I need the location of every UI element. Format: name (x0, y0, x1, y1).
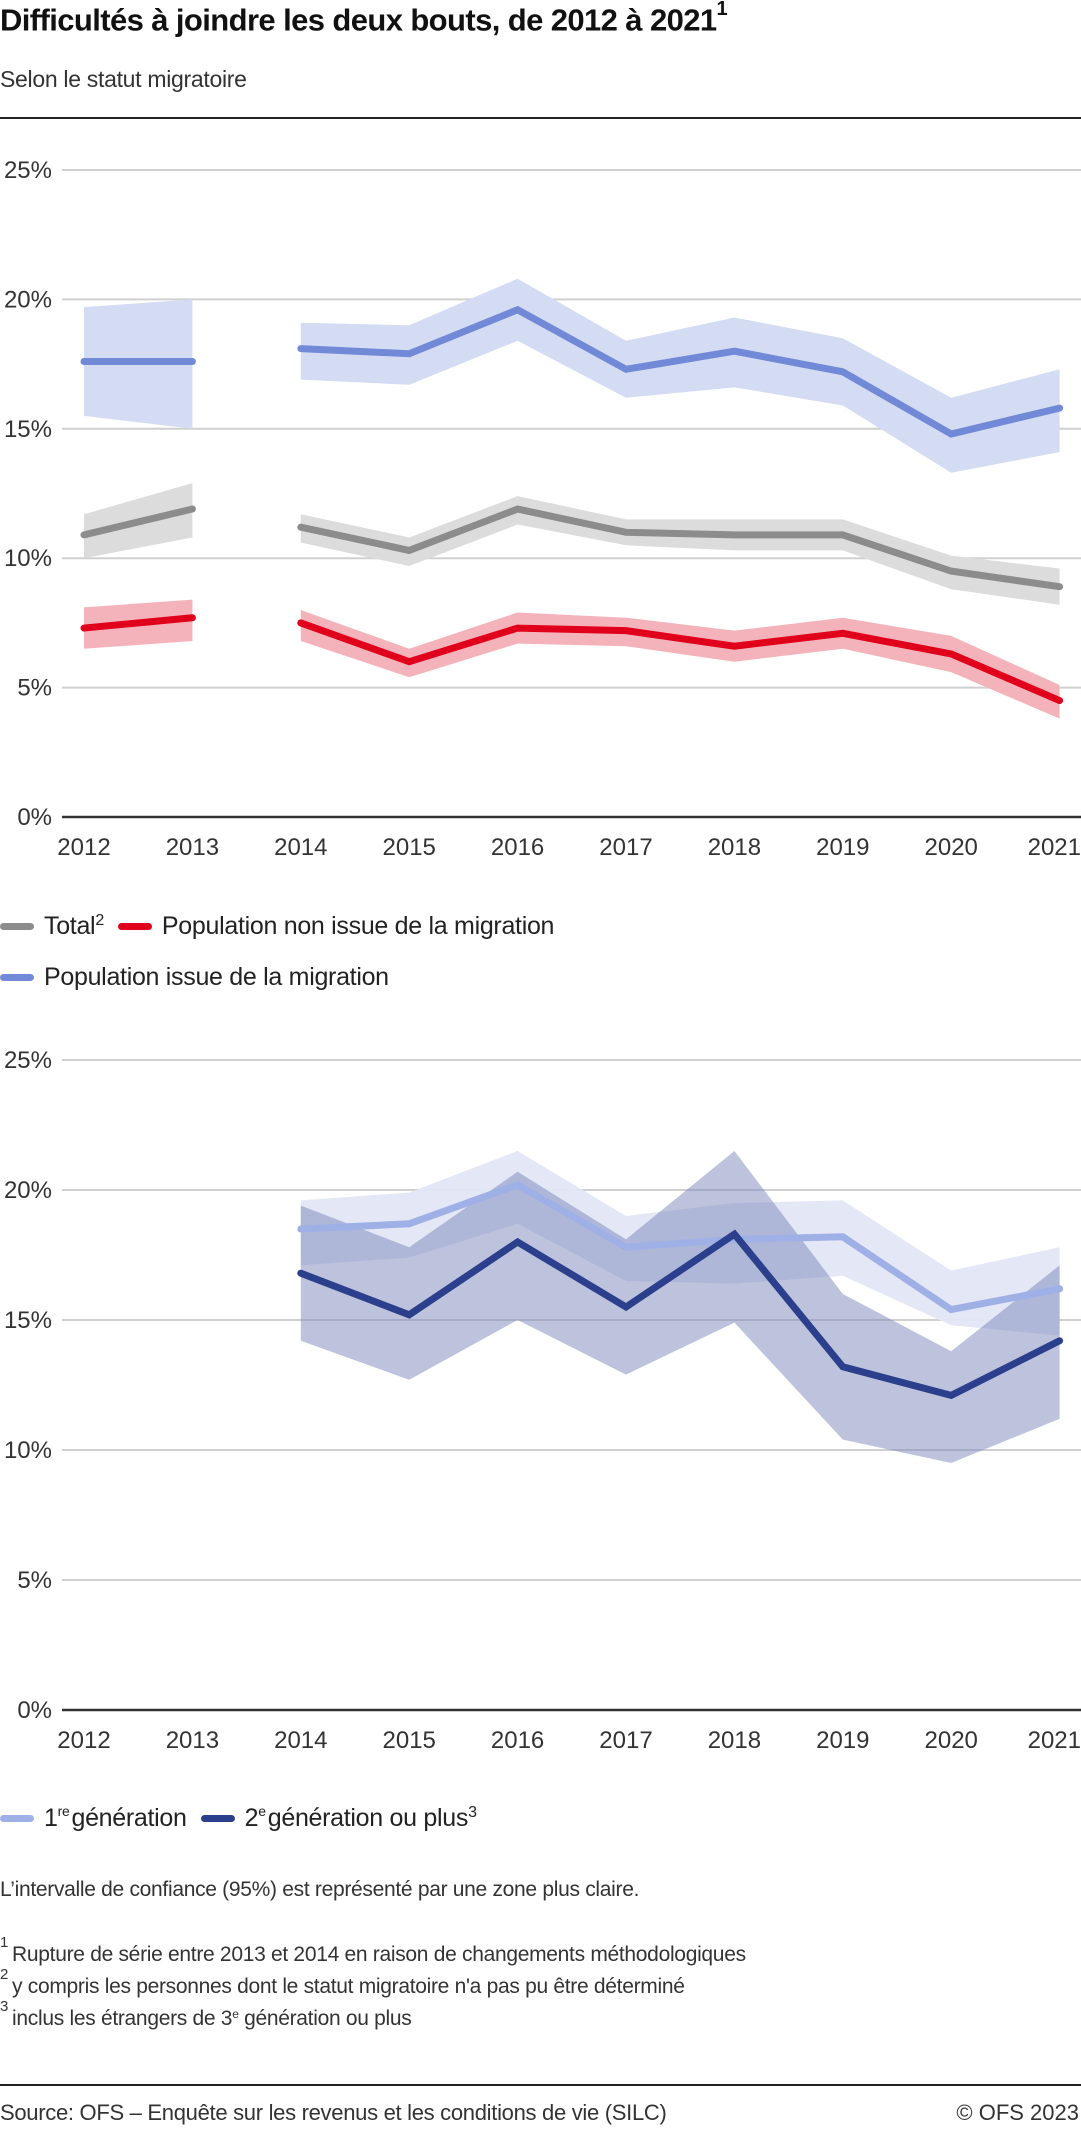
x-tick-label: 2013 (166, 1727, 219, 1754)
copyright-text: © OFS 2023 (956, 2100, 1079, 2125)
legend-label-gen1-sup: re (57, 1802, 70, 1819)
ci-band-non-migration (300, 609, 1060, 719)
chart-migration-status: 0% 5% 10% 15% 20% 25% 2012 2013 2014 2015 2016 2017… (4, 157, 1081, 860)
y-tick-label: 0% (17, 1697, 52, 1724)
y-tick-label: 20% (4, 286, 52, 313)
x-tick-label: 2021 (1028, 1727, 1081, 1754)
x-tick-label: 2012 (57, 834, 110, 860)
series-line-gen1 (297, 1180, 1064, 1314)
y-tick-label: 5% (17, 675, 52, 702)
y-tick-label: 10% (4, 545, 52, 572)
legend-label-total: Total (44, 912, 96, 940)
x-tick-label: 2014 (274, 1727, 327, 1754)
x-tick-label: 2016 (491, 1727, 544, 1754)
legend-swatch-gen1 (0, 1815, 34, 1822)
legend-item-non-migration: Population non issue de la migration (117, 912, 555, 941)
footnote-1: 1Rupture de série entre 2013 et 2014 en … (0, 1934, 746, 1967)
legend-chart1-row2: Population issue de la migration (0, 963, 403, 992)
footnote-3-text-post: génération ou plus (238, 2007, 412, 2030)
footnote-3-sup: e (232, 2007, 239, 2021)
header-divider (0, 117, 1081, 119)
series-line-migration (297, 305, 1064, 438)
legend-label-gen2-num: 2 (244, 1804, 259, 1832)
x-tick-label: 2018 (708, 834, 761, 860)
legend-label-gen1: génération (71, 1804, 187, 1832)
source-text: Source: OFS – Enquête sur les revenus et… (0, 2100, 667, 2125)
legend-label-gen2: génération ou plus (267, 1804, 469, 1832)
y-tick-label: 15% (4, 416, 52, 443)
ci-band-total (300, 496, 1060, 605)
legend-item-migration: Population issue de la migration (0, 963, 389, 992)
y-tick-label: 0% (17, 804, 52, 831)
x-tick-label: 2019 (816, 1727, 869, 1754)
ci-band-gen2 (300, 1151, 1060, 1463)
legend-label-migration: Population issue de la migration (44, 963, 389, 991)
x-tick-label: 2015 (383, 1727, 436, 1754)
ci-band-migration (300, 278, 1060, 473)
series-line-non-migration (80, 614, 196, 632)
footnote-2: 2y compris les personnes dont le statut … (0, 1966, 685, 1999)
legend-swatch-migration (0, 974, 34, 981)
y-tick-label: 5% (17, 1567, 52, 1594)
legend-label-gen1-num: 1 (44, 1804, 58, 1832)
legend-footnote-total: 2 (95, 911, 104, 929)
legend-label-gen2-sup: e (258, 1802, 266, 1819)
footnote-3: 3inclus les étrangers de 3e génération o… (0, 1998, 412, 2031)
footnote-2-marker: 2 (0, 1966, 9, 1983)
x-tick-label: 2016 (491, 834, 544, 860)
legend-swatch-non-migration (117, 923, 152, 930)
x-tick-label: 2017 (599, 834, 652, 860)
x-tick-label: 2021 (1028, 834, 1081, 860)
y-tick-label: 10% (4, 1437, 52, 1464)
legend-swatch-gen2 (200, 1815, 235, 1822)
footnote-1-text: Rupture de série entre 2013 et 2014 en r… (12, 1943, 746, 1966)
y-tick-label: 15% (4, 1307, 52, 1334)
x-tick-label: 2012 (57, 1727, 110, 1754)
series-line-total (297, 505, 1064, 591)
footer-divider (0, 2084, 1081, 2086)
footnote-2-text: y compris les personnes dont le statut m… (12, 1975, 685, 1998)
legend-footnote-gen2: 3 (468, 1803, 477, 1821)
confidence-interval-note: L’intervalle de confiance (95%) est repr… (0, 1878, 640, 1901)
footnote-1-marker: 1 (0, 1934, 9, 1951)
series-line-total (80, 505, 196, 539)
legend-chart1-row1: Total 2 Population non issue de la migrat… (0, 912, 568, 941)
legend-label-non-migration: Population non issue de la migration (161, 912, 555, 940)
y-tick-label: 25% (4, 157, 52, 184)
legend-swatch-total (0, 923, 34, 930)
x-tick-label: 2018 (708, 1727, 761, 1754)
x-tick-label: 2013 (166, 834, 219, 860)
footnote-3-marker: 3 (0, 1998, 9, 2015)
y-tick-label: 20% (4, 1177, 52, 1204)
chart-title: Difficultés à joindre les deux bouts, de… (0, 0, 728, 38)
x-tick-label: 2014 (274, 834, 327, 860)
series-line-gen2 (297, 1229, 1064, 1400)
y-tick-label: 25% (4, 1047, 52, 1074)
x-tick-label: 2020 (925, 1727, 978, 1754)
x-tick-label: 2017 (599, 1727, 652, 1754)
series-line-non-migration (297, 619, 1064, 705)
chart-title-text: Difficultés à joindre les deux bouts, de… (0, 2, 717, 38)
footnote-3-text-pre: inclus les étrangers de 3 (12, 2007, 233, 2030)
x-tick-label: 2020 (925, 834, 978, 860)
x-tick-label: 2015 (383, 834, 436, 860)
legend-item-gen1: 1 re génération (0, 1802, 187, 1833)
x-tick-label: 2019 (816, 834, 869, 860)
legend-item-total: Total 2 (0, 912, 104, 941)
chart-subtitle: Selon le statut migratoire (0, 66, 247, 92)
title-footnote-marker: 1 (716, 0, 728, 20)
chart-generation: 0% 5% 10% 15% 20% 25% 2012 2013 2014 2015 2016 2017… (4, 1047, 1081, 1754)
